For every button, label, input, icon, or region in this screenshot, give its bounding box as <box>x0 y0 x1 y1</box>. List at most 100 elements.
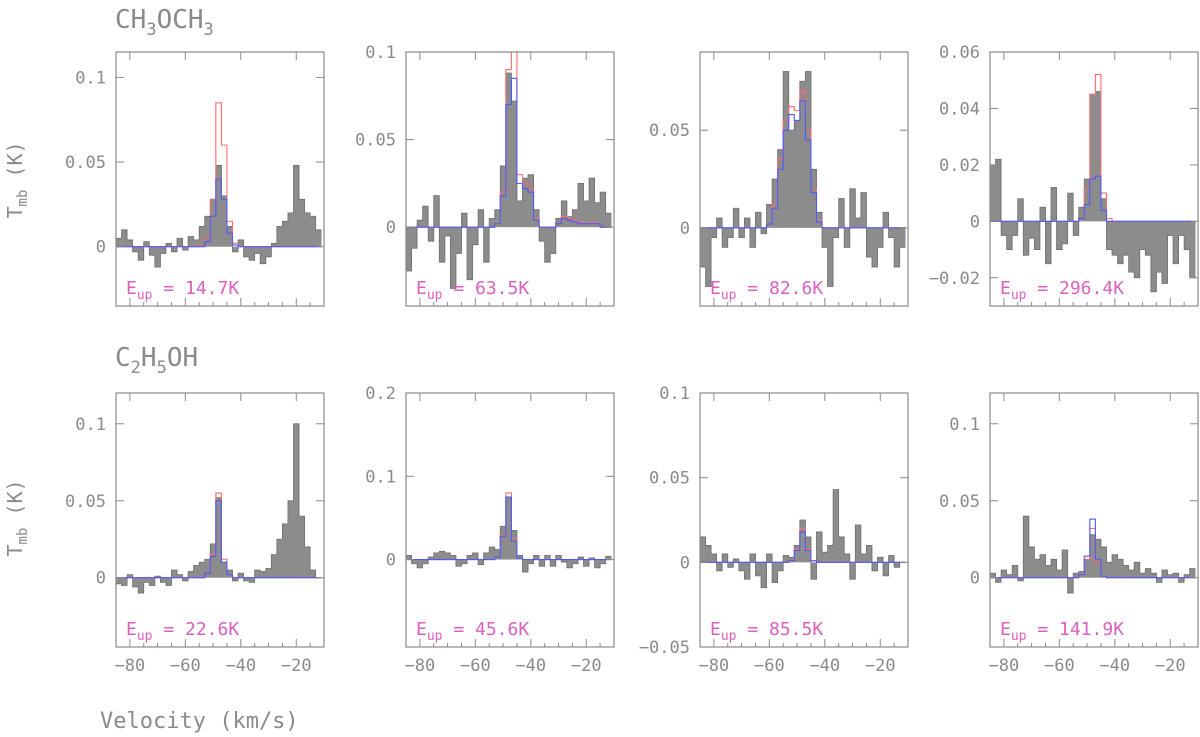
observed-bar <box>450 555 457 560</box>
observed-bar <box>276 226 283 247</box>
eup-label: Eup = 22.6K <box>126 619 239 644</box>
x-tick-label: −80 <box>699 656 730 676</box>
panel-frame <box>115 392 325 648</box>
observed-bar <box>1156 221 1163 273</box>
observed-bar <box>215 497 222 578</box>
observed-bar <box>744 562 751 580</box>
observed-bar <box>894 227 900 267</box>
observed-bar <box>243 246 250 257</box>
observed-bar <box>1161 221 1168 284</box>
observed-bar <box>132 246 139 252</box>
x-tick-label: −60 <box>754 656 785 676</box>
x-tick-label: −60 <box>170 656 201 676</box>
observed-bar <box>583 200 590 228</box>
observed-bar <box>472 227 479 245</box>
observed-bar <box>877 557 884 563</box>
observed-bar <box>1156 577 1163 583</box>
observed-bar <box>772 562 778 583</box>
observed-bar <box>1112 554 1118 578</box>
svg-text:Tmb (K): Tmb (K) <box>3 479 31 556</box>
panel-frame <box>989 51 1199 307</box>
y-tick-label: 0.05 <box>355 131 396 151</box>
observed-bar <box>511 101 518 228</box>
observed-bar <box>254 246 261 254</box>
row1-species-title: CH3OCH3 <box>115 5 214 40</box>
model-blue-line <box>406 77 612 228</box>
observed-bar <box>287 212 294 247</box>
observed-bar <box>539 559 545 567</box>
observed-bar <box>417 220 423 228</box>
observed-bar <box>566 216 573 228</box>
observed-bar <box>899 227 906 248</box>
observed-bar <box>299 516 305 578</box>
spectrum-panel-6: −80 −60 −40 −20 0 0.1 0.2 Eup = 45.6K <box>365 384 615 676</box>
observed-bar <box>489 547 496 560</box>
observed-bar <box>254 570 261 578</box>
eup-label: Eup = 14.7K <box>126 278 239 303</box>
observed-bar <box>444 552 451 560</box>
observed-bar <box>1128 570 1135 578</box>
y-tick-label: 0 <box>96 238 106 258</box>
x-tick-label: −80 <box>989 656 1020 676</box>
observed-bar <box>522 559 529 573</box>
observed-bar <box>544 227 551 263</box>
observed-bar <box>143 241 150 247</box>
observed-bar <box>1089 94 1096 222</box>
observed-bar <box>1134 562 1141 578</box>
observed-bar <box>705 545 712 563</box>
observed-bar <box>428 227 435 242</box>
observed-bar <box>722 553 729 563</box>
observed-bar <box>127 239 133 247</box>
observed-bar <box>1017 198 1024 222</box>
x-tick-label: −40 <box>225 656 256 676</box>
observed-bar <box>121 577 128 586</box>
y-tick-label: 0.05 <box>649 121 690 141</box>
observed-bar <box>204 216 211 247</box>
observed-bar <box>461 213 468 228</box>
observed-bar <box>149 246 156 256</box>
observed-bar <box>600 559 606 564</box>
observed-bar <box>455 559 462 567</box>
observed-bar <box>260 571 267 578</box>
observed-bar <box>749 553 756 563</box>
observed-bar <box>827 227 834 287</box>
observed-bar <box>711 227 717 238</box>
eup-label: Eup = 63.5K <box>416 278 529 303</box>
y-tick-label: 0.1 <box>365 467 396 487</box>
observed-bar <box>210 543 217 578</box>
observed-bar <box>444 227 451 236</box>
observed-bar <box>1106 562 1113 578</box>
observed-bar <box>833 489 839 563</box>
observed-bar <box>1073 573 1080 578</box>
observed-bar <box>221 562 228 578</box>
observed-bar <box>127 574 133 578</box>
observed-bar <box>472 552 479 560</box>
y-tick-label: 0 <box>680 553 690 573</box>
observed-bar <box>605 213 612 228</box>
observed-bar <box>143 577 150 583</box>
observed-bar <box>783 71 790 228</box>
observed-bar <box>1139 573 1146 578</box>
observed-bar <box>116 238 122 247</box>
observed-bar <box>260 246 267 264</box>
model-blue-line <box>116 178 322 248</box>
observed-bar <box>422 206 429 228</box>
observed-bar <box>1062 550 1068 578</box>
observed-bar <box>243 577 250 581</box>
observed-bar <box>794 120 801 228</box>
observed-bar <box>1039 207 1046 222</box>
observed-bar <box>766 553 773 563</box>
observed-bar <box>271 554 278 578</box>
observed-bar <box>249 246 255 261</box>
observed-bar <box>577 557 584 560</box>
observed-bar <box>990 164 996 222</box>
observed-bar <box>577 183 584 228</box>
observed-bar <box>1173 221 1179 264</box>
observed-bar <box>589 557 595 560</box>
observed-bar <box>711 553 717 563</box>
observed-bar <box>722 227 729 248</box>
observed-bar <box>1045 221 1052 264</box>
observed-bar <box>883 212 889 228</box>
observed-bar <box>805 71 812 228</box>
